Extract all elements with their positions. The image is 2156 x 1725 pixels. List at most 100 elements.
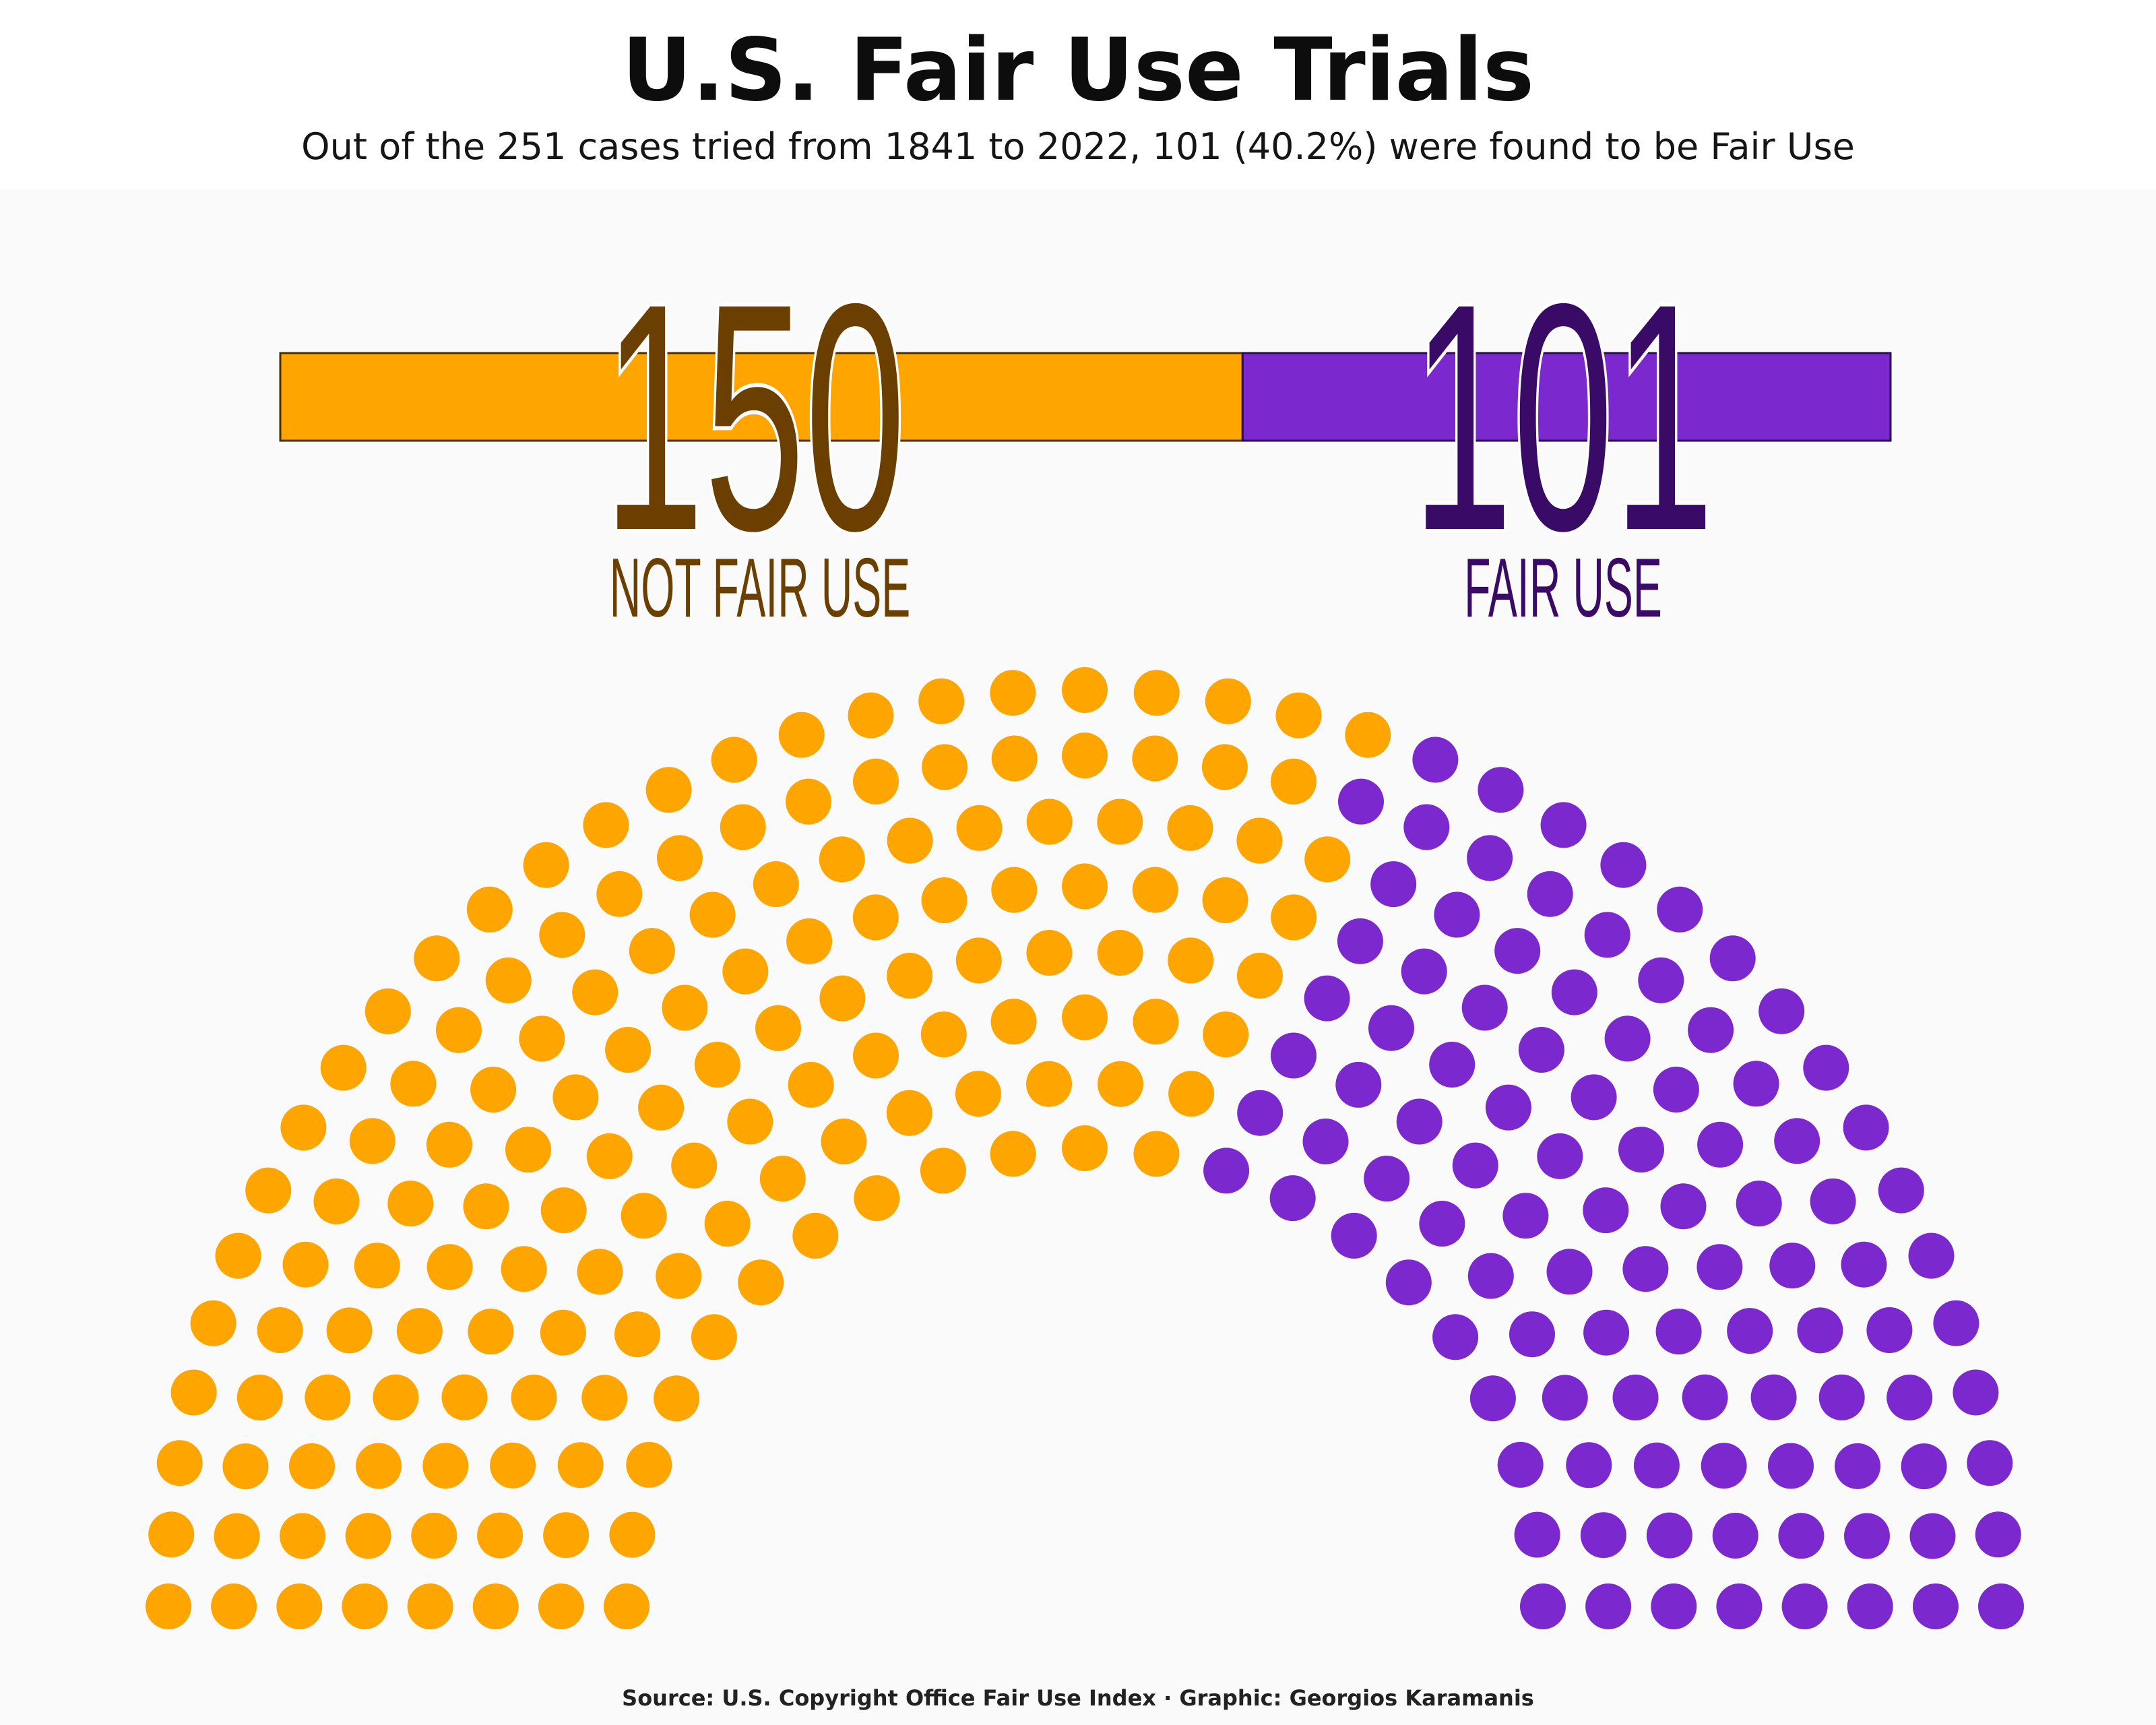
seat-dot-not-fair-use xyxy=(511,1375,557,1420)
seat-dot-not-fair-use xyxy=(441,1374,488,1420)
seat-dot-not-fair-use xyxy=(711,736,757,783)
seat-dot-fair-use xyxy=(1497,1441,1544,1488)
seat-dot-not-fair-use xyxy=(490,1442,536,1488)
seat-dot-fair-use xyxy=(1467,1253,1514,1299)
seat-dot-fair-use xyxy=(1750,1374,1797,1420)
seat-dot-fair-use xyxy=(1540,802,1587,848)
seat-dot-not-fair-use xyxy=(1133,670,1180,716)
seat-dot-not-fair-use xyxy=(990,999,1037,1045)
value-label-not-fair-use: 150 xyxy=(604,237,906,598)
seat-dot-fair-use xyxy=(1337,918,1383,964)
seat-dot-fair-use xyxy=(1797,1307,1843,1354)
seat-dot-not-fair-use xyxy=(396,1308,443,1354)
seat-dot-fair-use xyxy=(1769,1243,1816,1289)
seat-dot-not-fair-use xyxy=(819,975,866,1022)
seat-dot-fair-use xyxy=(1908,1232,1955,1279)
seat-dot-not-fair-use xyxy=(1168,1071,1215,1117)
seat-dot-fair-use xyxy=(1841,1241,1887,1288)
seat-dot-fair-use xyxy=(1368,1005,1414,1051)
seat-dot-not-fair-use xyxy=(523,842,569,888)
seat-dot-not-fair-use xyxy=(211,1583,257,1629)
seat-dot-fair-use xyxy=(1271,1032,1317,1079)
seat-dot-not-fair-use xyxy=(1026,798,1073,845)
seat-dot-not-fair-use xyxy=(538,1583,584,1629)
seat-dot-not-fair-use xyxy=(1271,758,1317,805)
seat-dot-not-fair-use xyxy=(1062,863,1108,910)
seat-dot-fair-use xyxy=(1302,1119,1349,1164)
seat-dot-fair-use xyxy=(1758,988,1805,1034)
seat-dot-not-fair-use xyxy=(727,1098,773,1145)
seat-dot-not-fair-use xyxy=(540,1309,586,1356)
seat-dot-fair-use xyxy=(1494,928,1541,974)
seat-dot-fair-use xyxy=(1566,1442,1612,1488)
seat-dot-not-fair-use xyxy=(753,861,799,908)
seat-dot-not-fair-use xyxy=(722,948,769,995)
seat-dot-not-fair-use xyxy=(276,1583,323,1629)
seat-dot-not-fair-use xyxy=(656,835,703,881)
seat-dot-fair-use xyxy=(1697,1244,1743,1290)
seat-dot-fair-use xyxy=(1514,1511,1560,1558)
seat-dot-not-fair-use xyxy=(1236,817,1283,864)
seat-dot-fair-use xyxy=(1709,935,1756,982)
seat-dot-not-fair-use xyxy=(472,1583,519,1629)
seat-dot-not-fair-use xyxy=(819,836,865,883)
seat-dot-fair-use xyxy=(1682,1374,1728,1420)
category-label-not-fair-use: NOT FAIR USE xyxy=(610,541,911,634)
seat-dot-not-fair-use xyxy=(720,804,766,850)
seat-dot-fair-use xyxy=(1396,1098,1442,1145)
seat-dot-fair-use xyxy=(1901,1443,1947,1490)
seat-dot-not-fair-use xyxy=(543,1512,590,1559)
seat-dot-not-fair-use xyxy=(691,1314,737,1360)
seat-dot-fair-use xyxy=(1203,1148,1250,1194)
seat-dot-fair-use xyxy=(1331,1212,1377,1259)
seat-dot-fair-use xyxy=(1975,1511,2021,1558)
seat-dot-not-fair-use xyxy=(148,1511,195,1558)
seat-dot-fair-use xyxy=(1933,1300,1979,1346)
seat-dot-fair-use xyxy=(1580,1512,1626,1559)
seat-dot-fair-use xyxy=(1527,871,1573,917)
seat-dot-not-fair-use xyxy=(190,1300,236,1346)
seat-dot-not-fair-use xyxy=(645,767,692,813)
seat-dot-fair-use xyxy=(1781,1583,1828,1629)
seat-dot-fair-use xyxy=(1412,736,1459,783)
seat-dot-not-fair-use xyxy=(1202,877,1248,923)
seat-dot-not-fair-use xyxy=(604,1583,649,1629)
seat-dot-not-fair-use xyxy=(609,1511,656,1558)
seat-dot-not-fair-use xyxy=(755,1005,801,1051)
seat-dot-not-fair-use xyxy=(214,1513,260,1559)
seat-dot-fair-use xyxy=(1618,1127,1664,1173)
seat-dot-not-fair-use xyxy=(918,678,965,724)
seat-dot-fair-use xyxy=(1716,1583,1763,1629)
seat-dot-fair-use xyxy=(1655,1309,1702,1355)
seat-dot-not-fair-use xyxy=(222,1443,269,1490)
seat-dot-not-fair-use xyxy=(349,1118,395,1164)
seat-dot-not-fair-use xyxy=(786,778,831,825)
seat-dot-not-fair-use xyxy=(792,1212,839,1259)
seat-dot-not-fair-use xyxy=(848,692,894,739)
seat-dot-not-fair-use xyxy=(289,1443,335,1489)
seat-dot-fair-use xyxy=(1688,1007,1734,1053)
seat-dot-not-fair-use xyxy=(1168,937,1214,984)
seat-dot-not-fair-use xyxy=(581,1375,628,1421)
seat-dot-not-fair-use xyxy=(1132,867,1178,913)
seat-dot-fair-use xyxy=(1653,1067,1699,1112)
seat-dot-not-fair-use xyxy=(704,1201,751,1247)
seat-dot-fair-use xyxy=(1835,1443,1880,1489)
seat-dot-fair-use xyxy=(1912,1583,1959,1629)
seat-dot-not-fair-use xyxy=(552,1074,599,1121)
seat-dot-not-fair-use xyxy=(1271,894,1317,941)
seat-dot-fair-use xyxy=(1697,1121,1744,1168)
seat-dot-fair-use xyxy=(1401,948,1447,995)
seat-dot-fair-use xyxy=(1502,1193,1549,1239)
seat-dot-not-fair-use xyxy=(886,1090,932,1136)
seat-dot-not-fair-use xyxy=(596,871,643,917)
seat-dot-fair-use xyxy=(1509,1311,1555,1358)
seat-dot-fair-use xyxy=(1600,842,1647,888)
seat-dot-fair-use xyxy=(1886,1375,1933,1420)
seat-dot-not-fair-use xyxy=(305,1374,351,1420)
seat-dot-fair-use xyxy=(1385,1259,1432,1306)
seat-dot-fair-use xyxy=(1584,912,1630,958)
seat-dot-fair-use xyxy=(1520,1583,1566,1629)
seat-dot-not-fair-use xyxy=(1167,805,1213,851)
seat-dot-not-fair-use xyxy=(786,918,833,964)
